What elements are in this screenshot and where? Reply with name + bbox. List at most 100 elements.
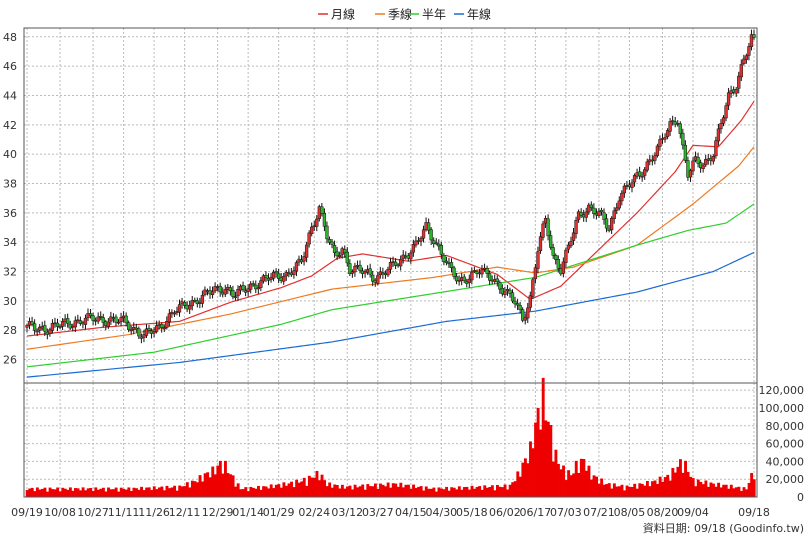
- volume-bar: [729, 484, 733, 497]
- volume-bar: [226, 473, 230, 497]
- volume-bar: [259, 489, 263, 497]
- candle-body: [144, 328, 149, 336]
- candle-body: [264, 275, 268, 278]
- candle-body: [259, 280, 263, 288]
- volume-bar: [663, 477, 667, 497]
- candle-body: [292, 270, 296, 275]
- candle-body: [749, 34, 754, 47]
- volume-bar: [544, 420, 548, 497]
- volume-bar: [315, 470, 319, 497]
- candle-body: [655, 145, 660, 156]
- volume-bar: [188, 487, 192, 497]
- candle-body: [25, 325, 29, 328]
- candle-body: [256, 287, 260, 290]
- volume-bar: [267, 488, 271, 497]
- volume-bar: [651, 481, 654, 497]
- candle-body: [645, 161, 649, 171]
- volume-bar: [38, 489, 42, 497]
- candle-body: [434, 242, 438, 245]
- volume-bar: [401, 487, 405, 497]
- volume-bar: [427, 488, 431, 497]
- candle-body: [673, 121, 677, 125]
- volume-bar: [579, 458, 583, 497]
- candle-body: [576, 211, 581, 220]
- candle-body: [503, 291, 507, 295]
- volume-bar: [285, 485, 288, 497]
- volume-bar: [147, 487, 151, 497]
- candle-body: [399, 259, 403, 267]
- candle-body: [668, 121, 672, 132]
- x-tick-label: 10/08: [44, 506, 76, 519]
- candle-body: [421, 229, 426, 239]
- volume-bar: [554, 449, 558, 497]
- candle-body: [322, 213, 327, 227]
- candle-body: [604, 218, 609, 229]
- volume-bar: [282, 482, 286, 497]
- volume-bar: [445, 486, 449, 497]
- candle-body: [571, 232, 576, 241]
- volume-bar: [216, 465, 220, 497]
- volume-bar: [203, 473, 207, 497]
- volume-bar: [523, 458, 527, 497]
- candle-body: [91, 315, 95, 321]
- volume-bar: [643, 485, 647, 497]
- candle-body: [637, 171, 642, 177]
- volume-bar: [455, 489, 459, 497]
- volume-bar: [691, 478, 695, 497]
- volume-bar: [628, 486, 632, 497]
- volume-bar: [264, 486, 268, 497]
- candle-body: [43, 325, 47, 332]
- candle-body: [152, 331, 156, 334]
- candle-body: [574, 219, 578, 234]
- price-y-tick-label: 44: [3, 89, 17, 102]
- candle-body: [711, 156, 715, 162]
- candle-body: [470, 271, 474, 281]
- volume-bar: [610, 488, 614, 497]
- candle-body: [500, 288, 504, 295]
- candle-body: [602, 212, 606, 220]
- volume-bar: [221, 473, 225, 497]
- volume-bar: [506, 489, 510, 497]
- candle-body: [78, 320, 83, 324]
- volume-bar: [567, 470, 571, 497]
- volume-bar: [488, 486, 492, 497]
- legend-label-half-year: 半年: [422, 8, 446, 22]
- volume-bar: [150, 490, 154, 497]
- volume-bar: [577, 473, 581, 497]
- candle-body: [223, 289, 227, 295]
- candle-body: [371, 274, 375, 282]
- volume-bar: [86, 488, 90, 497]
- volume-bar: [686, 471, 690, 497]
- candle-body: [376, 275, 380, 284]
- candle-body: [521, 309, 525, 321]
- candle-body: [343, 249, 347, 254]
- volume-bar: [727, 488, 731, 497]
- volume-bar: [66, 489, 70, 497]
- volume-bar: [165, 485, 169, 497]
- x-tick-label: 01/14: [232, 506, 264, 519]
- volume-bar: [48, 487, 52, 497]
- ma-line-3: [26, 251, 755, 378]
- x-tick-label: 11/11: [108, 506, 140, 519]
- volume-bar: [302, 477, 306, 497]
- candle-body: [498, 282, 502, 290]
- volume-bar: [732, 488, 736, 497]
- volume-bar: [373, 483, 377, 497]
- candle-body: [388, 261, 393, 270]
- candle-body: [393, 261, 398, 266]
- volume-bar: [323, 480, 327, 497]
- candle-body: [526, 307, 530, 319]
- candle-body: [162, 327, 166, 330]
- price-y-tick-label: 32: [3, 266, 17, 279]
- candle-body: [35, 330, 39, 333]
- volume-bar: [457, 486, 461, 497]
- volume-bar: [526, 463, 530, 497]
- volume-bar: [119, 487, 123, 497]
- volume-bar: [534, 422, 538, 497]
- volume-bar: [376, 488, 380, 497]
- candle-body: [518, 305, 522, 310]
- volume-bar: [99, 488, 103, 497]
- candle-body: [612, 210, 616, 220]
- price-y-tick-label: 48: [3, 31, 17, 44]
- volume-bar: [666, 474, 670, 497]
